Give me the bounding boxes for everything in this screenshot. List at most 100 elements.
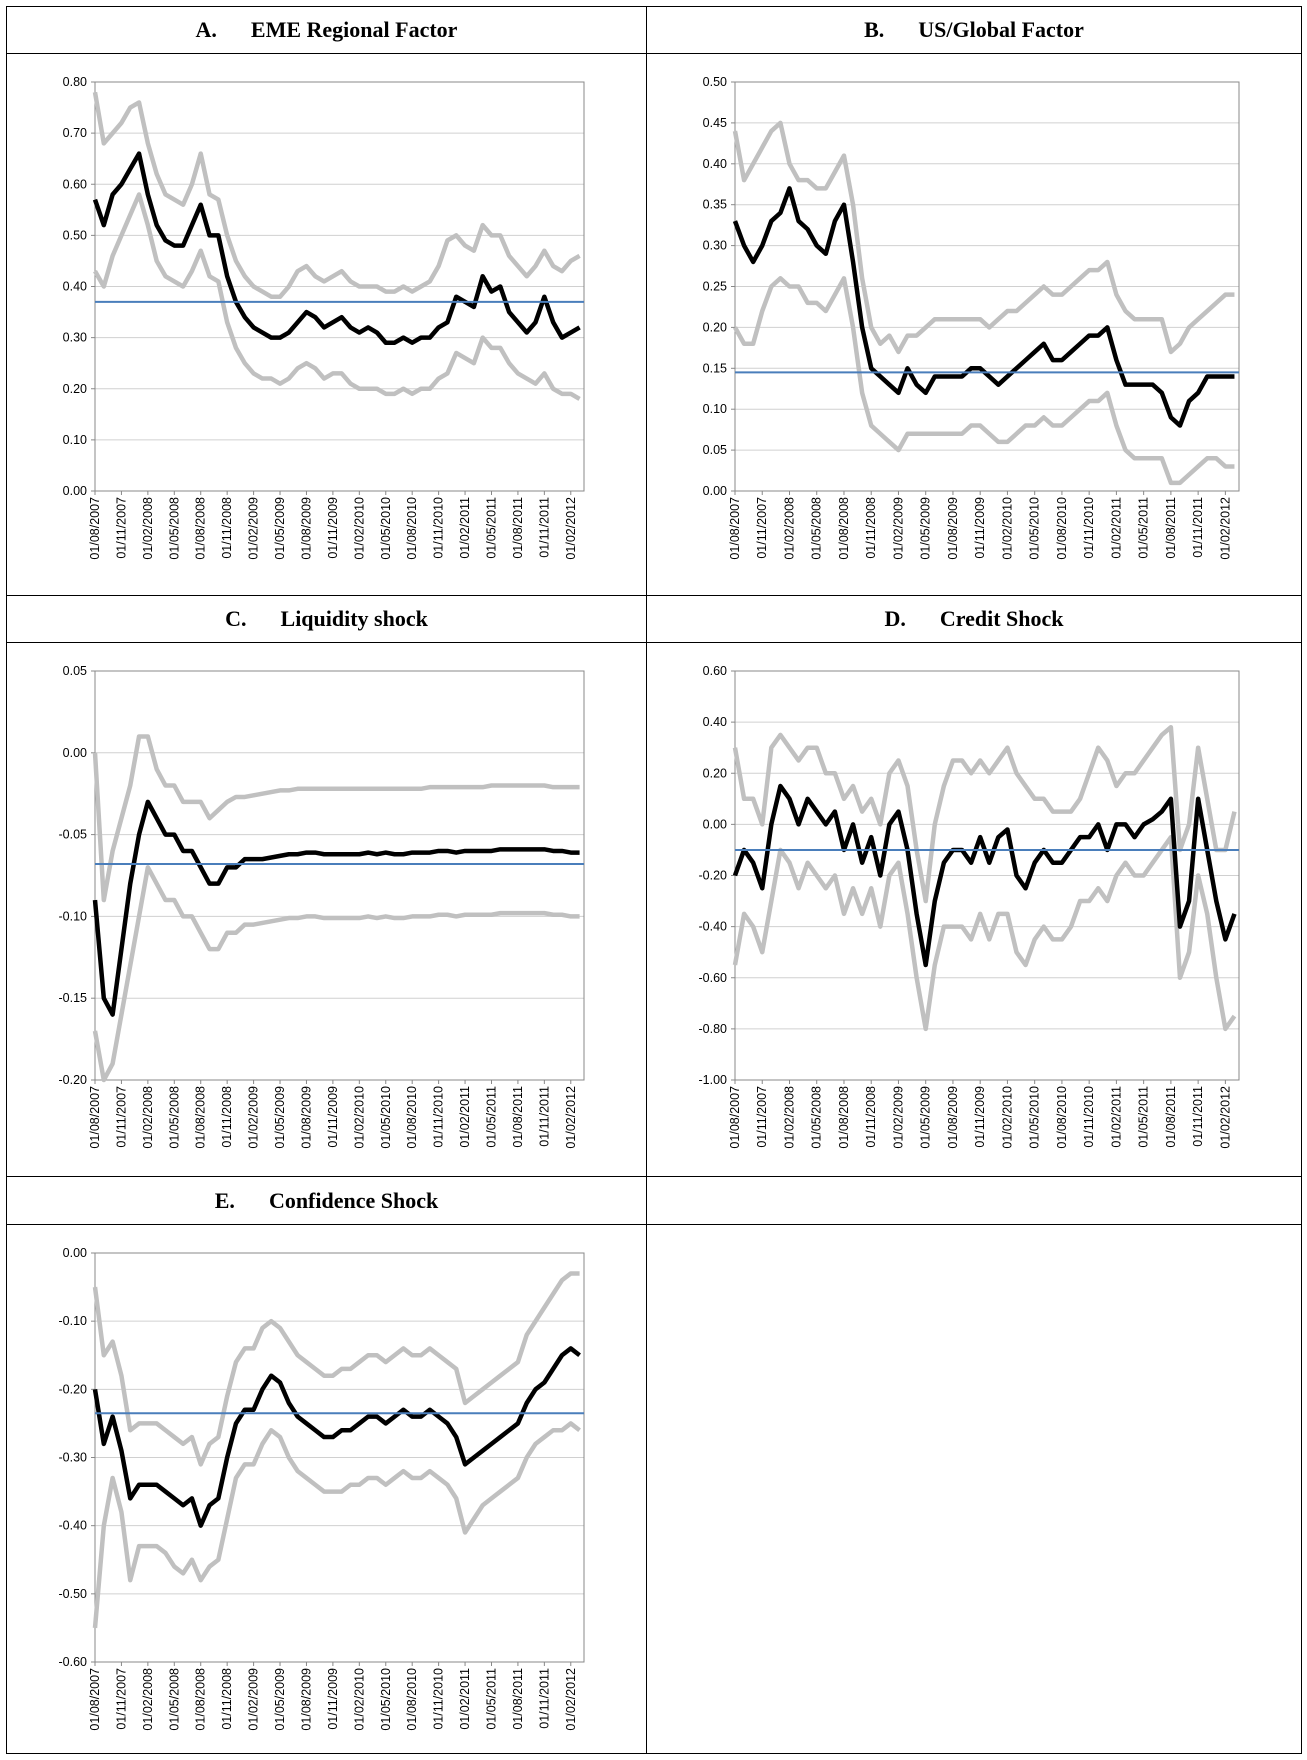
panel-title: US/Global Factor	[918, 17, 1084, 42]
panel-header: A. EME Regional Factor	[6, 6, 647, 54]
y-tick-label: 0.40	[703, 715, 727, 729]
x-tick-label: 01/11/2008	[220, 1086, 234, 1148]
y-tick-label: -0.10	[59, 909, 88, 923]
panel-title: Credit Shock	[939, 606, 1064, 631]
x-tick-label: 01/11/2007	[114, 497, 128, 559]
y-tick-label: 0.00	[63, 746, 87, 760]
y-tick-label: 0.45	[703, 116, 727, 130]
plot-frame	[734, 81, 1240, 492]
x-tick-label: 01/02/2011	[1109, 497, 1123, 559]
y-tick-label: 0.20	[703, 766, 727, 780]
chart-cell: 0.00 0.10 0.20 0.30 0.40 0.50 0.60 0.70 0.80 01/0…	[6, 53, 647, 596]
x-tick-label: 01/08/2010	[1055, 497, 1069, 560]
empty-cell	[646, 1176, 1302, 1225]
x-tick-label: 01/11/2009	[326, 1086, 340, 1148]
x-tick-label: 01/11/2010	[432, 1086, 446, 1148]
y-tick-label: 0.25	[703, 280, 727, 294]
x-tick-label: 01/02/2009	[247, 497, 261, 560]
line-chart: -0.60 -0.50 -0.40 -0.30 -0.20 -0.10 0.00 01/08/…	[59, 1246, 585, 1731]
x-tick-label: 01/02/2010	[352, 1668, 366, 1731]
y-tick-label: 0.80	[63, 75, 87, 89]
x-tick-label: 01/08/2008	[837, 1086, 851, 1149]
x-tick-label: 01/11/2007	[114, 1668, 128, 1730]
x-tick-label: 01/11/2008	[220, 497, 234, 559]
series-line	[92, 1271, 580, 1467]
x-tick-label: 01/05/2008	[167, 1086, 181, 1149]
y-tick-label: 0.50	[703, 75, 727, 89]
x-tick-label: 01/02/2009	[891, 497, 905, 560]
y-tick-label: -0.80	[699, 1022, 728, 1036]
series-line	[92, 865, 580, 1083]
x-tick-label: 01/08/2009	[299, 1668, 313, 1731]
series-line	[732, 186, 1235, 428]
y-tick-label: 0.05	[63, 664, 87, 678]
x-tick-label: 01/02/2011	[1109, 1086, 1123, 1148]
x-tick-label: 01/08/2007	[88, 497, 102, 560]
line-chart: 0.00 0.10 0.20 0.30 0.40 0.50 0.60 0.70 0.80 01/0…	[63, 75, 585, 560]
y-tick-label: 0.40	[63, 280, 87, 294]
x-tick-label: 01/02/2009	[891, 1086, 905, 1149]
y-tick-label: -0.60	[59, 1655, 88, 1669]
x-tick-label: 01/02/2011	[458, 1668, 472, 1730]
x-tick-label: 01/08/2011	[1164, 1086, 1178, 1148]
plot-frame	[94, 81, 585, 492]
x-tick-label: 01/05/2009	[273, 497, 287, 560]
y-tick-label: 0.10	[703, 402, 727, 416]
x-tick-label: 01/02/2010	[1000, 497, 1014, 560]
series-line	[92, 734, 580, 903]
y-tick-label: 0.05	[703, 443, 727, 457]
series-line	[733, 276, 1235, 486]
y-tick-label: 0.30	[63, 331, 87, 345]
y-tick-label: 0.35	[703, 198, 727, 212]
y-tick-label: -0.20	[699, 869, 728, 883]
x-tick-label: 01/05/2011	[484, 497, 498, 559]
panel-header: D. Credit Shock	[646, 595, 1302, 643]
panel-header: C. Liquidity shock	[6, 595, 647, 643]
x-tick-label: 01/02/2012	[1218, 1086, 1232, 1149]
x-tick-label: 01/05/2011	[484, 1668, 498, 1730]
x-tick-label: 01/05/2009	[273, 1668, 287, 1731]
x-tick-label: 01/02/2012	[564, 497, 578, 560]
x-tick-label: 01/08/2007	[88, 1086, 102, 1149]
x-tick-label: 01/08/2008	[194, 497, 208, 560]
series-line	[732, 834, 1237, 1032]
series-line	[92, 151, 581, 345]
x-tick-label: 01/11/2011	[537, 1668, 551, 1729]
x-tick-label: 01/11/2010	[1082, 1086, 1096, 1148]
x-tick-label: 01/11/2007	[755, 497, 769, 559]
series-line	[732, 724, 1237, 904]
x-tick-label: 01/08/2011	[511, 1086, 525, 1148]
y-tick-label: 0.00	[703, 817, 727, 831]
x-tick-label: 01/02/2008	[141, 497, 155, 560]
x-tick-label: 01/11/2011	[1191, 497, 1205, 558]
y-tick-label: 0.40	[703, 157, 727, 171]
x-tick-label: 01/02/2009	[247, 1668, 261, 1731]
x-tick-label: 01/08/2011	[511, 497, 525, 559]
chart-cell: -0.20 -0.15 -0.10 -0.05 0.00 0.05 01/08/2007 01…	[6, 642, 647, 1177]
x-tick-label: 01/08/2010	[405, 497, 419, 560]
y-tick-label: 0.70	[63, 126, 87, 140]
y-tick-label: -0.05	[59, 828, 88, 842]
x-tick-label: 01/11/2011	[537, 497, 551, 558]
x-tick-label: 01/08/2011	[1164, 497, 1178, 559]
x-tick-label: 01/05/2009	[919, 497, 933, 560]
panel-letter: A.	[195, 17, 217, 42]
x-tick-label: 01/05/2009	[919, 1086, 933, 1149]
panel-title: EME Regional Factor	[250, 17, 458, 42]
y-tick-label: -0.15	[59, 991, 88, 1005]
x-tick-label: 01/08/2007	[88, 1668, 102, 1731]
plot-frame	[94, 670, 585, 1081]
panel-letter: C.	[225, 606, 247, 631]
x-tick-label: 01/02/2011	[458, 497, 472, 559]
x-tick-label: 01/11/2010	[432, 1668, 446, 1730]
y-tick-label: -0.40	[699, 920, 728, 934]
y-tick-label: -0.20	[59, 1073, 88, 1087]
y-tick-label: -0.40	[59, 1519, 88, 1533]
x-tick-label: 01/02/2012	[564, 1086, 578, 1149]
panel-letter: D.	[884, 606, 906, 631]
x-tick-label: 01/11/2009	[973, 1086, 987, 1148]
series-line	[93, 192, 581, 401]
x-tick-label: 01/08/2008	[194, 1668, 208, 1731]
x-tick-label: 01/08/2009	[946, 497, 960, 560]
x-tick-label: 01/05/2011	[1137, 1086, 1151, 1148]
